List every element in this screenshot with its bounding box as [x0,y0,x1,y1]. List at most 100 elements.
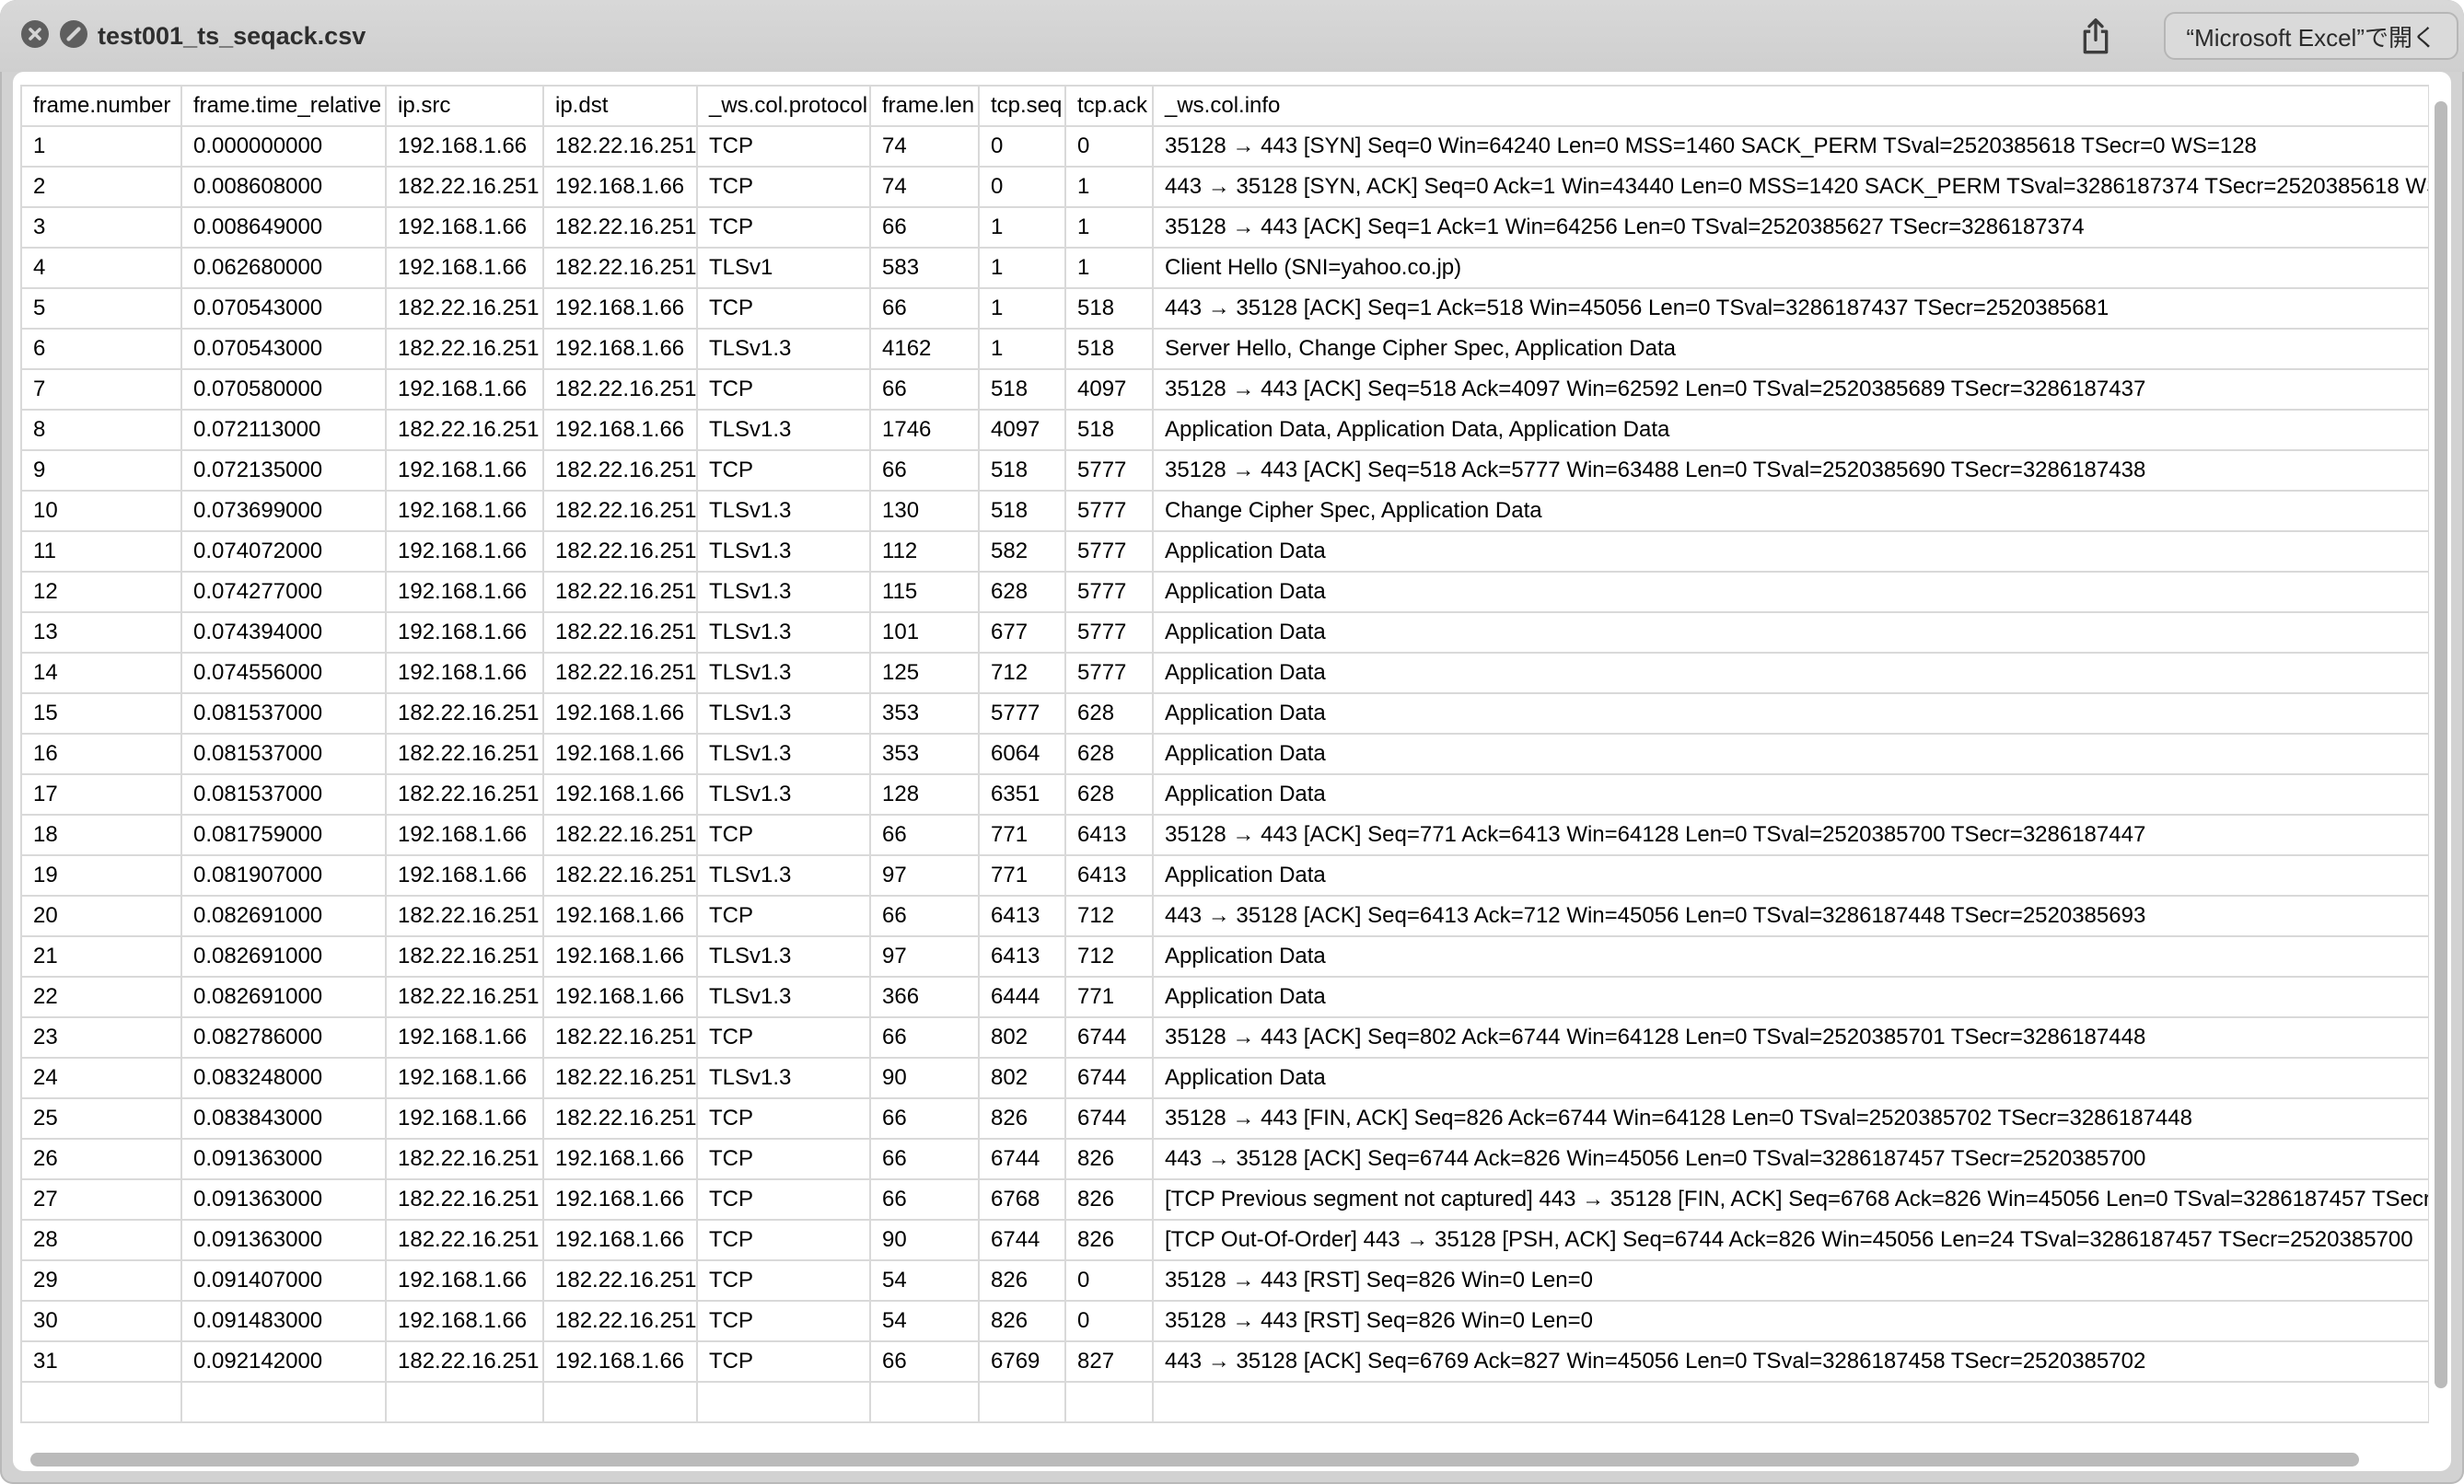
cell-frame.len: 97 [869,854,980,897]
column-header-ip.src: ip.src [385,85,544,127]
cell-_ws.col.protocol: TCP [696,1340,871,1383]
cell-frame.len: 66 [869,1340,980,1383]
cell-frame.number: 12 [20,571,182,613]
cell-tcp.ack: 771 [1064,976,1154,1018]
cell-tcp.ack: 826 [1064,1178,1154,1221]
cell-ip.src: 182.22.16.251 [385,935,544,978]
cell-frame.number: 19 [20,854,182,897]
cell-_ws.col.protocol: TCP [696,166,871,208]
cell-_ws.col.info: 443 → 35128 [ACK] Seq=6413 Ack=712 Win=4… [1152,895,2429,937]
cell-frame.len: 112 [869,530,980,573]
cell-_ws.col.protocol: TCP [696,1300,871,1342]
cell-tcp.ack: 628 [1064,773,1154,816]
cell-ip.dst: 182.22.16.251 [542,368,698,411]
cell-ip.dst: 182.22.16.251 [542,449,698,492]
cell-tcp.seq: 771 [978,854,1066,897]
cell-ip.dst: 192.168.1.66 [542,1340,698,1383]
table-row: 20 0.082691000 182.22.16.251 192.168.1.66 TC… [20,895,2429,937]
cell-ip.src: 192.168.1.66 [385,1300,544,1342]
cell-ip.src: 182.22.16.251 [385,692,544,735]
cell-empty [20,1381,182,1423]
cell-frame.time_relative: 0.083248000 [180,1057,387,1099]
cell-tcp.seq: 6413 [978,895,1066,937]
cell-tcp.seq: 6744 [978,1138,1066,1180]
column-header-_ws.col.protocol: _ws.col.protocol [696,85,871,127]
cell-frame.len: 54 [869,1259,980,1302]
cell-frame.time_relative: 0.070543000 [180,328,387,370]
cell-frame.number: 14 [20,652,182,694]
cell-frame.len: 66 [869,449,980,492]
table-row: 12 0.074277000 192.168.1.66 182.22.16.251 TL… [20,571,2429,613]
cell-frame.time_relative: 0.082691000 [180,976,387,1018]
close-icon[interactable] [20,19,50,49]
table-row: 22 0.082691000 182.22.16.251 192.168.1.66 TL… [20,976,2429,1018]
cell-tcp.ack: 518 [1064,328,1154,370]
cell-_ws.col.info: Application Data [1152,854,2429,897]
open-in-excel-button[interactable]: “Microsoft Excel”で開く [2164,12,2458,60]
cell-frame.number: 22 [20,976,182,1018]
cell-frame.time_relative: 0.081537000 [180,773,387,816]
cell-_ws.col.protocol: TLSv1.3 [696,490,871,532]
cell-frame.number: 21 [20,935,182,978]
cell-frame.number: 20 [20,895,182,937]
cell-_ws.col.info: 35128 → 443 [ACK] Seq=802 Ack=6744 Win=6… [1152,1016,2429,1059]
cell-tcp.seq: 677 [978,611,1066,654]
cell-tcp.seq: 1 [978,247,1066,289]
cell-tcp.seq: 0 [978,166,1066,208]
cell-tcp.seq: 5777 [978,692,1066,735]
cell-_ws.col.info: Application Data [1152,530,2429,573]
cell-_ws.col.protocol: TLSv1 [696,247,871,289]
cell-tcp.ack: 1 [1064,166,1154,208]
cell-tcp.seq: 628 [978,571,1066,613]
cell-empty [696,1381,871,1423]
cell-tcp.seq: 1 [978,287,1066,330]
cell-ip.dst: 192.168.1.66 [542,287,698,330]
vertical-scrollbar-thumb[interactable] [2435,101,2447,1388]
cell-empty [978,1381,1066,1423]
cell-frame.number: 31 [20,1340,182,1383]
cell-ip.src: 192.168.1.66 [385,125,544,168]
cell-_ws.col.protocol: TCP [696,1138,871,1180]
cell-_ws.col.info: 35128 → 443 [ACK] Seq=518 Ack=5777 Win=6… [1152,449,2429,492]
cell-ip.src: 192.168.1.66 [385,206,544,249]
cell-frame.len: 90 [869,1057,980,1099]
cell-frame.time_relative: 0.081759000 [180,814,387,856]
share-icon[interactable] [2077,17,2114,57]
cell-_ws.col.protocol: TLSv1.3 [696,733,871,775]
cell-ip.src: 192.168.1.66 [385,652,544,694]
cell-frame.len: 128 [869,773,980,816]
cell-frame.number: 23 [20,1016,182,1059]
cell-_ws.col.protocol: TCP [696,895,871,937]
cell-_ws.col.protocol: TLSv1.3 [696,652,871,694]
horizontal-scrollbar-thumb[interactable] [30,1453,2359,1467]
cell-_ws.col.info: 443 → 35128 [ACK] Seq=6744 Ack=826 Win=4… [1152,1138,2429,1180]
cell-tcp.ack: 518 [1064,409,1154,451]
table-row: 31 0.092142000 182.22.16.251 192.168.1.66 TC… [20,1340,2429,1383]
cell-tcp.ack: 6744 [1064,1016,1154,1059]
cell-ip.dst: 182.22.16.251 [542,611,698,654]
cell-frame.time_relative: 0.074394000 [180,611,387,654]
cell-ip.dst: 182.22.16.251 [542,125,698,168]
cell-frame.number: 18 [20,814,182,856]
cell-tcp.ack: 5777 [1064,571,1154,613]
cell-tcp.seq: 826 [978,1259,1066,1302]
cell-_ws.col.protocol: TLSv1.3 [696,976,871,1018]
cell-ip.src: 182.22.16.251 [385,287,544,330]
cell-frame.number: 10 [20,490,182,532]
cell-frame.time_relative: 0.074556000 [180,652,387,694]
cell-tcp.ack: 0 [1064,1300,1154,1342]
table-row: 25 0.083843000 192.168.1.66 182.22.16.251 TC… [20,1097,2429,1140]
table-row: 24 0.083248000 192.168.1.66 182.22.16.251 TL… [20,1057,2429,1099]
cell-tcp.seq: 1 [978,206,1066,249]
cell-frame.time_relative: 0.091407000 [180,1259,387,1302]
cell-ip.dst: 192.168.1.66 [542,409,698,451]
cell-ip.src: 182.22.16.251 [385,895,544,937]
cell-ip.dst: 182.22.16.251 [542,814,698,856]
cell-ip.src: 182.22.16.251 [385,409,544,451]
cell-frame.len: 1746 [869,409,980,451]
cell-tcp.seq: 6351 [978,773,1066,816]
cell-ip.dst: 182.22.16.251 [542,1259,698,1302]
cell-frame.len: 66 [869,287,980,330]
cell-tcp.ack: 826 [1064,1219,1154,1261]
cell-frame.time_relative: 0.082691000 [180,895,387,937]
